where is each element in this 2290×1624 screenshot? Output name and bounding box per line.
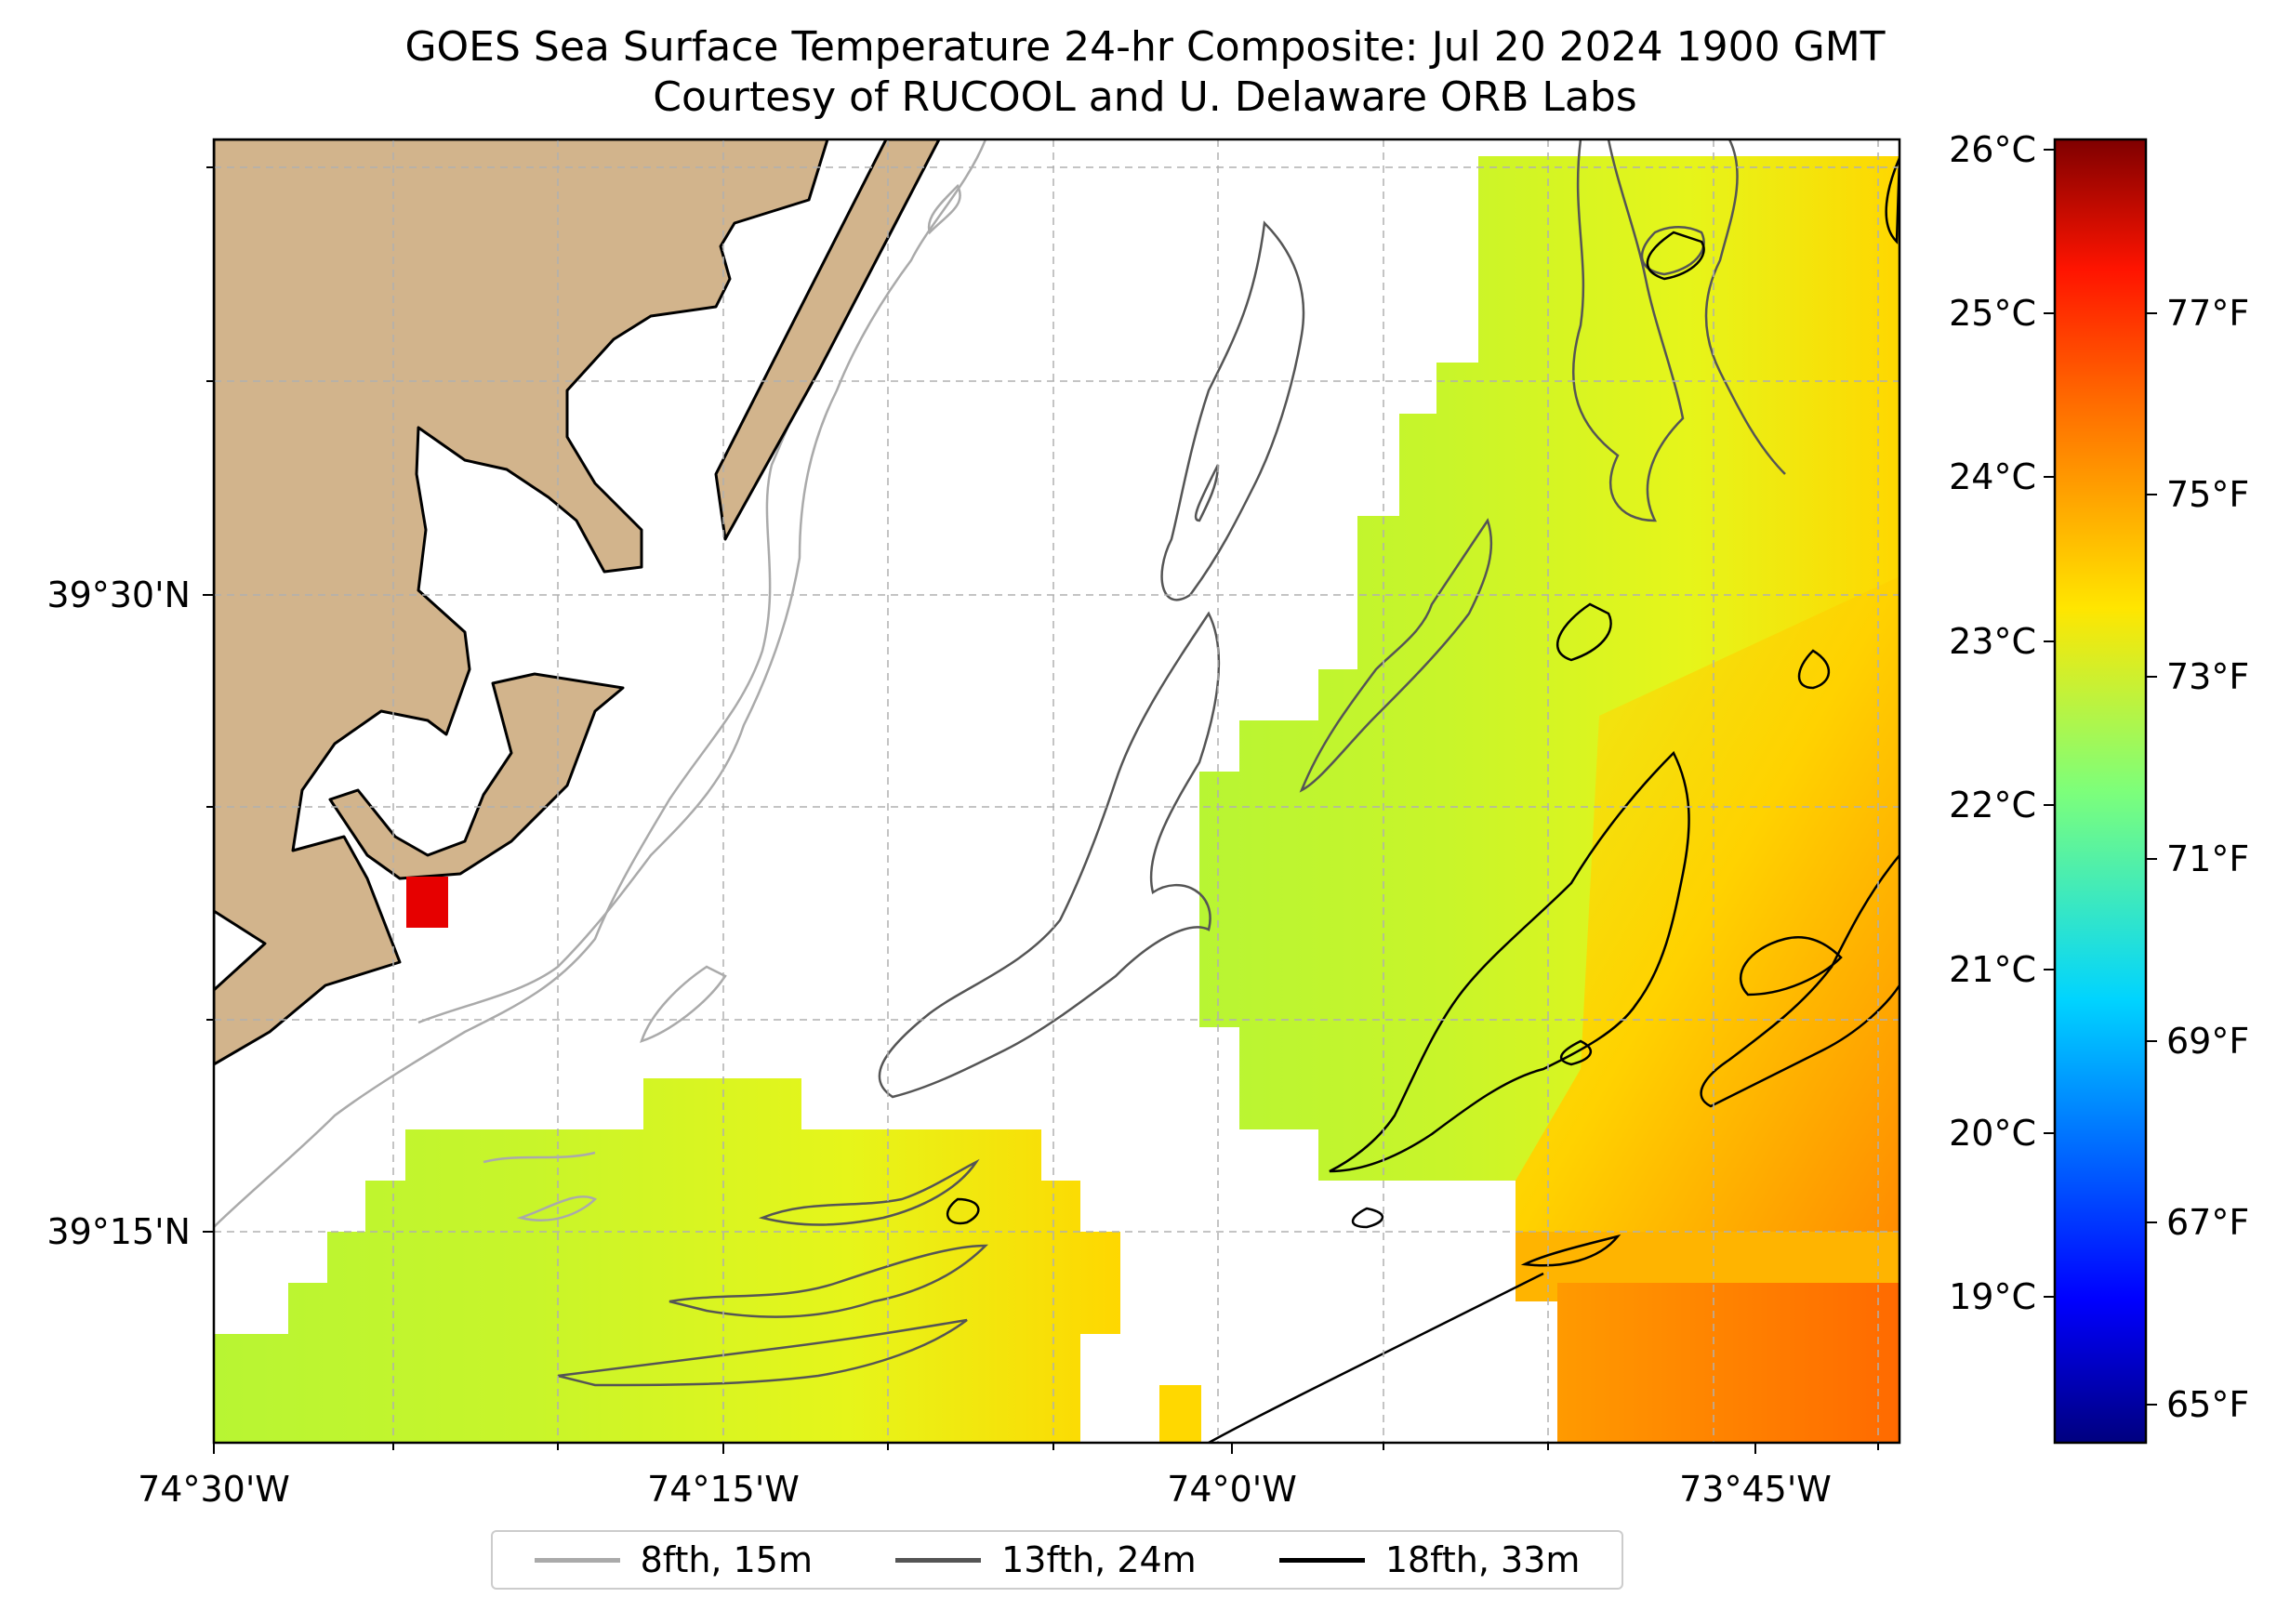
lat-label-2: 39°15'N — [46, 1211, 191, 1252]
cbar-c-22: 22°C — [1949, 785, 2036, 825]
cbar-c-25: 25°C — [1949, 293, 2036, 334]
legend-item-18fth: 18fth, 33m — [1278, 1539, 1581, 1580]
cbar-c-20: 20°C — [1949, 1113, 2036, 1154]
map-title: GOES Sea Surface Temperature 24-hr Compo… — [0, 22, 2290, 123]
colorbar: 26°C 25°C 24°C 23°C 22°C 21°C 20°C 19°C … — [1949, 129, 2249, 1445]
contour-18fth — [946, 157, 1900, 1443]
cbar-f-71: 71°F — [2166, 838, 2249, 879]
cbar-f-77: 77°F — [2166, 293, 2249, 334]
cbar-f-67: 67°F — [2166, 1202, 2249, 1243]
legend-item-13fth: 13fth, 24m — [895, 1539, 1197, 1580]
cbar-f-69: 69°F — [2166, 1021, 2249, 1062]
legend-item-8fth: 8fth, 15m — [534, 1539, 813, 1580]
lon-label-1: 74°30'W — [138, 1469, 290, 1510]
cbar-f-73: 73°F — [2166, 656, 2249, 697]
contour-13fth — [557, 139, 1786, 1387]
sst-field-southwest — [214, 1078, 1201, 1443]
axis-ticks — [203, 166, 1879, 1454]
cbar-f-65: 65°F — [2166, 1384, 2249, 1425]
legend-label-13fth: 13fth, 24m — [1001, 1539, 1197, 1580]
cbar-c-19: 19°C — [1949, 1276, 2036, 1317]
title-line-1: GOES Sea Surface Temperature 24-hr Compo… — [404, 23, 1886, 71]
cbar-c-23: 23°C — [1949, 621, 2036, 662]
legend-line-18fth — [1278, 1557, 1365, 1563]
cbar-f-75: 75°F — [2166, 474, 2249, 515]
cbar-c-26: 26°C — [1949, 129, 2036, 170]
station-marker[interactable] — [406, 877, 448, 928]
map-grid — [214, 139, 1900, 1443]
lat-label-1: 39°30'N — [46, 574, 191, 615]
lon-label-2: 74°15'W — [647, 1469, 800, 1510]
lon-label-3: 74°0'W — [1167, 1469, 1297, 1510]
legend-label-8fth: 8fth, 15m — [640, 1539, 813, 1580]
map-area[interactable] — [214, 139, 1900, 1443]
lon-label-4: 73°45'W — [1679, 1469, 1832, 1510]
legend-label-18fth: 18fth, 33m — [1384, 1539, 1581, 1580]
coastline-land — [214, 139, 941, 1066]
cbar-c-24: 24°C — [1949, 456, 2036, 497]
cbar-c-21: 21°C — [1949, 949, 2036, 990]
legend-line-8fth — [534, 1557, 620, 1563]
sst-field-east — [1199, 156, 1900, 1443]
title-line-2: Courtesy of RUCOOL and U. Delaware ORB L… — [653, 73, 1637, 121]
contour-legend: 8fth, 15m 13fth, 24m 18fth, 33m — [491, 1530, 1623, 1590]
legend-line-13fth — [895, 1557, 982, 1563]
